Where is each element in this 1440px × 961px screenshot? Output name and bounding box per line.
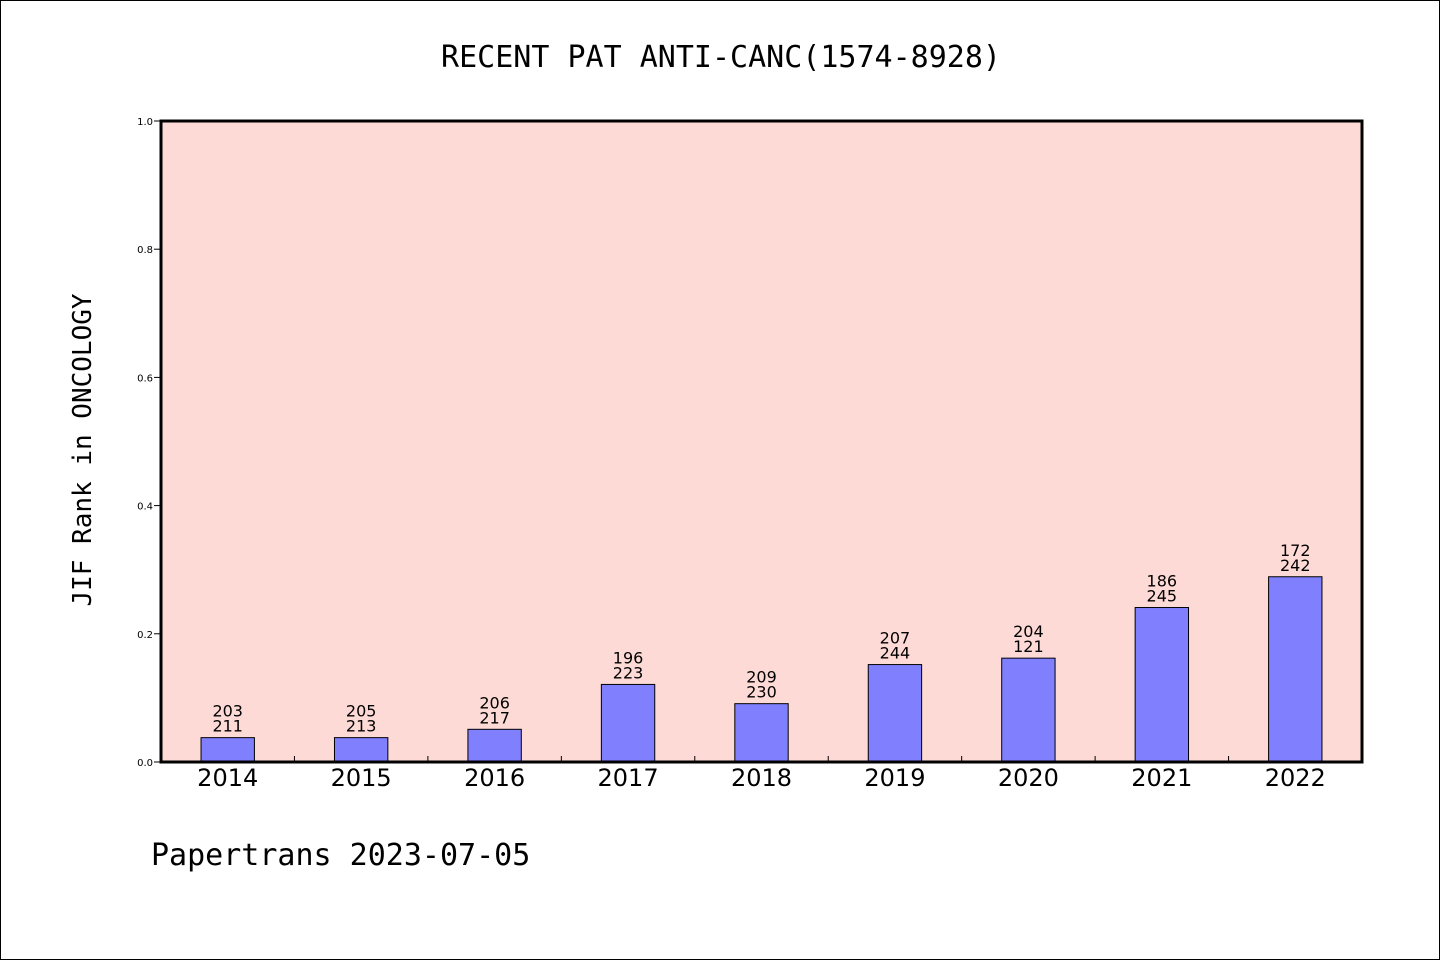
y-tick-label: 0.8 — [137, 245, 153, 256]
bar-label-top: 196 — [613, 648, 644, 667]
bar-label-bottom: 121 — [1013, 637, 1044, 656]
y-tick-label: 0.6 — [137, 373, 153, 384]
y-tick-label: 0.0 — [137, 758, 153, 769]
bar-2015 — [333, 737, 389, 763]
bar-2021 — [1134, 607, 1190, 763]
plot-border — [159, 119, 1364, 764]
y-tick-label: 1.0 — [137, 117, 153, 128]
bar-label-bottom: 242 — [1280, 556, 1311, 575]
bar-2019 — [867, 664, 923, 763]
x-tick-label: 2021 — [1131, 764, 1192, 792]
bar-2016 — [467, 728, 522, 763]
chart-title: RECENT PAT ANTI-CANC(1574-8928) — [441, 40, 1001, 75]
x-tick-label: 2016 — [464, 764, 525, 792]
bar-label-top: 209 — [746, 668, 777, 687]
bars — [200, 576, 1323, 763]
bar-label-bottom: 211 — [212, 717, 243, 736]
bar-label-top: 203 — [212, 702, 243, 721]
x-tick-label: 2014 — [197, 764, 258, 792]
bar-label-bottom: 230 — [746, 683, 777, 702]
x-tick-label: 2017 — [598, 764, 659, 792]
x-tick-label: 2018 — [731, 764, 792, 792]
bar-label-bottom: 213 — [346, 717, 377, 736]
y-tick-label: 0.4 — [137, 502, 153, 513]
bar-label-top: 207 — [880, 629, 911, 648]
bar-label-bottom: 245 — [1147, 587, 1178, 606]
bar-label-top: 206 — [479, 693, 510, 712]
bar-label-top: 205 — [346, 702, 377, 721]
x-tick-label: 2019 — [864, 764, 925, 792]
bar-2014 — [200, 737, 255, 763]
bar-2022 — [1268, 576, 1323, 763]
bar-label-bottom: 244 — [880, 644, 911, 663]
bar-2020 — [1001, 657, 1056, 763]
x-tick-label: 2015 — [331, 764, 392, 792]
x-tick-label: 2020 — [998, 764, 1059, 792]
bar-2017 — [600, 683, 656, 763]
footer-credit: Papertrans 2023-07-05 — [151, 838, 530, 873]
bar-2018 — [734, 703, 789, 763]
x-tick-label: 2022 — [1265, 764, 1326, 792]
x-tick-labels: 2014 2015 2016 2017 2018 2019 2020 2021 2022 — [197, 764, 1326, 792]
bar-label-bottom: 223 — [613, 663, 644, 682]
bar-label-top: 204 — [1013, 622, 1044, 641]
bar-label-top: 186 — [1147, 572, 1178, 591]
y-tick-label: 0.2 — [137, 630, 153, 641]
y-axis-label: JIF Rank in ONCOLOGY — [68, 293, 98, 606]
bar-label-bottom: 217 — [479, 708, 510, 727]
bar-label-top: 172 — [1280, 541, 1311, 560]
